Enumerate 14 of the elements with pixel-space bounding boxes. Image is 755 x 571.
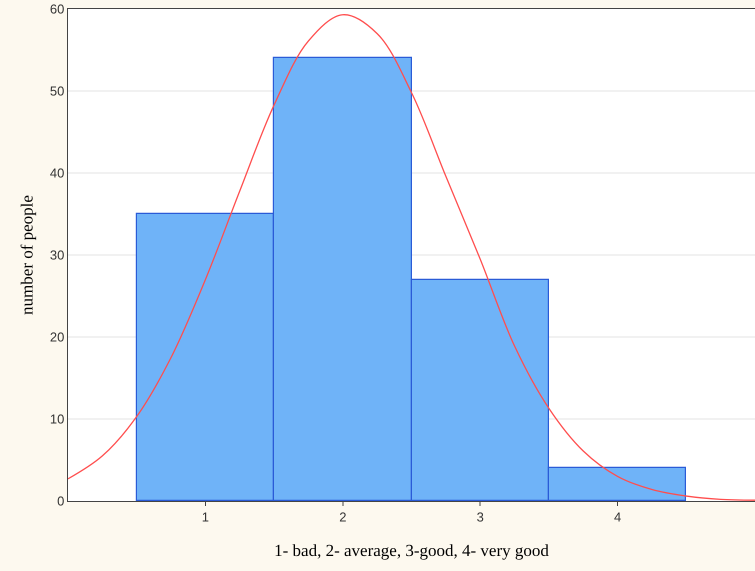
x-axis-title: 1- bad, 2- average, 3-good, 4- very good	[274, 541, 550, 560]
x-tick-label: 3	[476, 510, 484, 525]
y-tick-label: 40	[50, 166, 64, 181]
x-tick-label: 1	[202, 510, 210, 525]
x-tick-label: 4	[614, 510, 622, 525]
line-series	[68, 14, 755, 501]
y-tick-label: 30	[50, 248, 64, 263]
y-tick-label: 0	[57, 494, 64, 509]
y-tick-label: 60	[50, 2, 64, 17]
y-tick-label: 10	[50, 412, 64, 427]
y-tick-label: 50	[50, 84, 64, 99]
y-axis-title: number of people	[17, 195, 36, 315]
y-tick-label: 20	[50, 330, 64, 345]
x-tick-label: 2	[339, 510, 346, 525]
